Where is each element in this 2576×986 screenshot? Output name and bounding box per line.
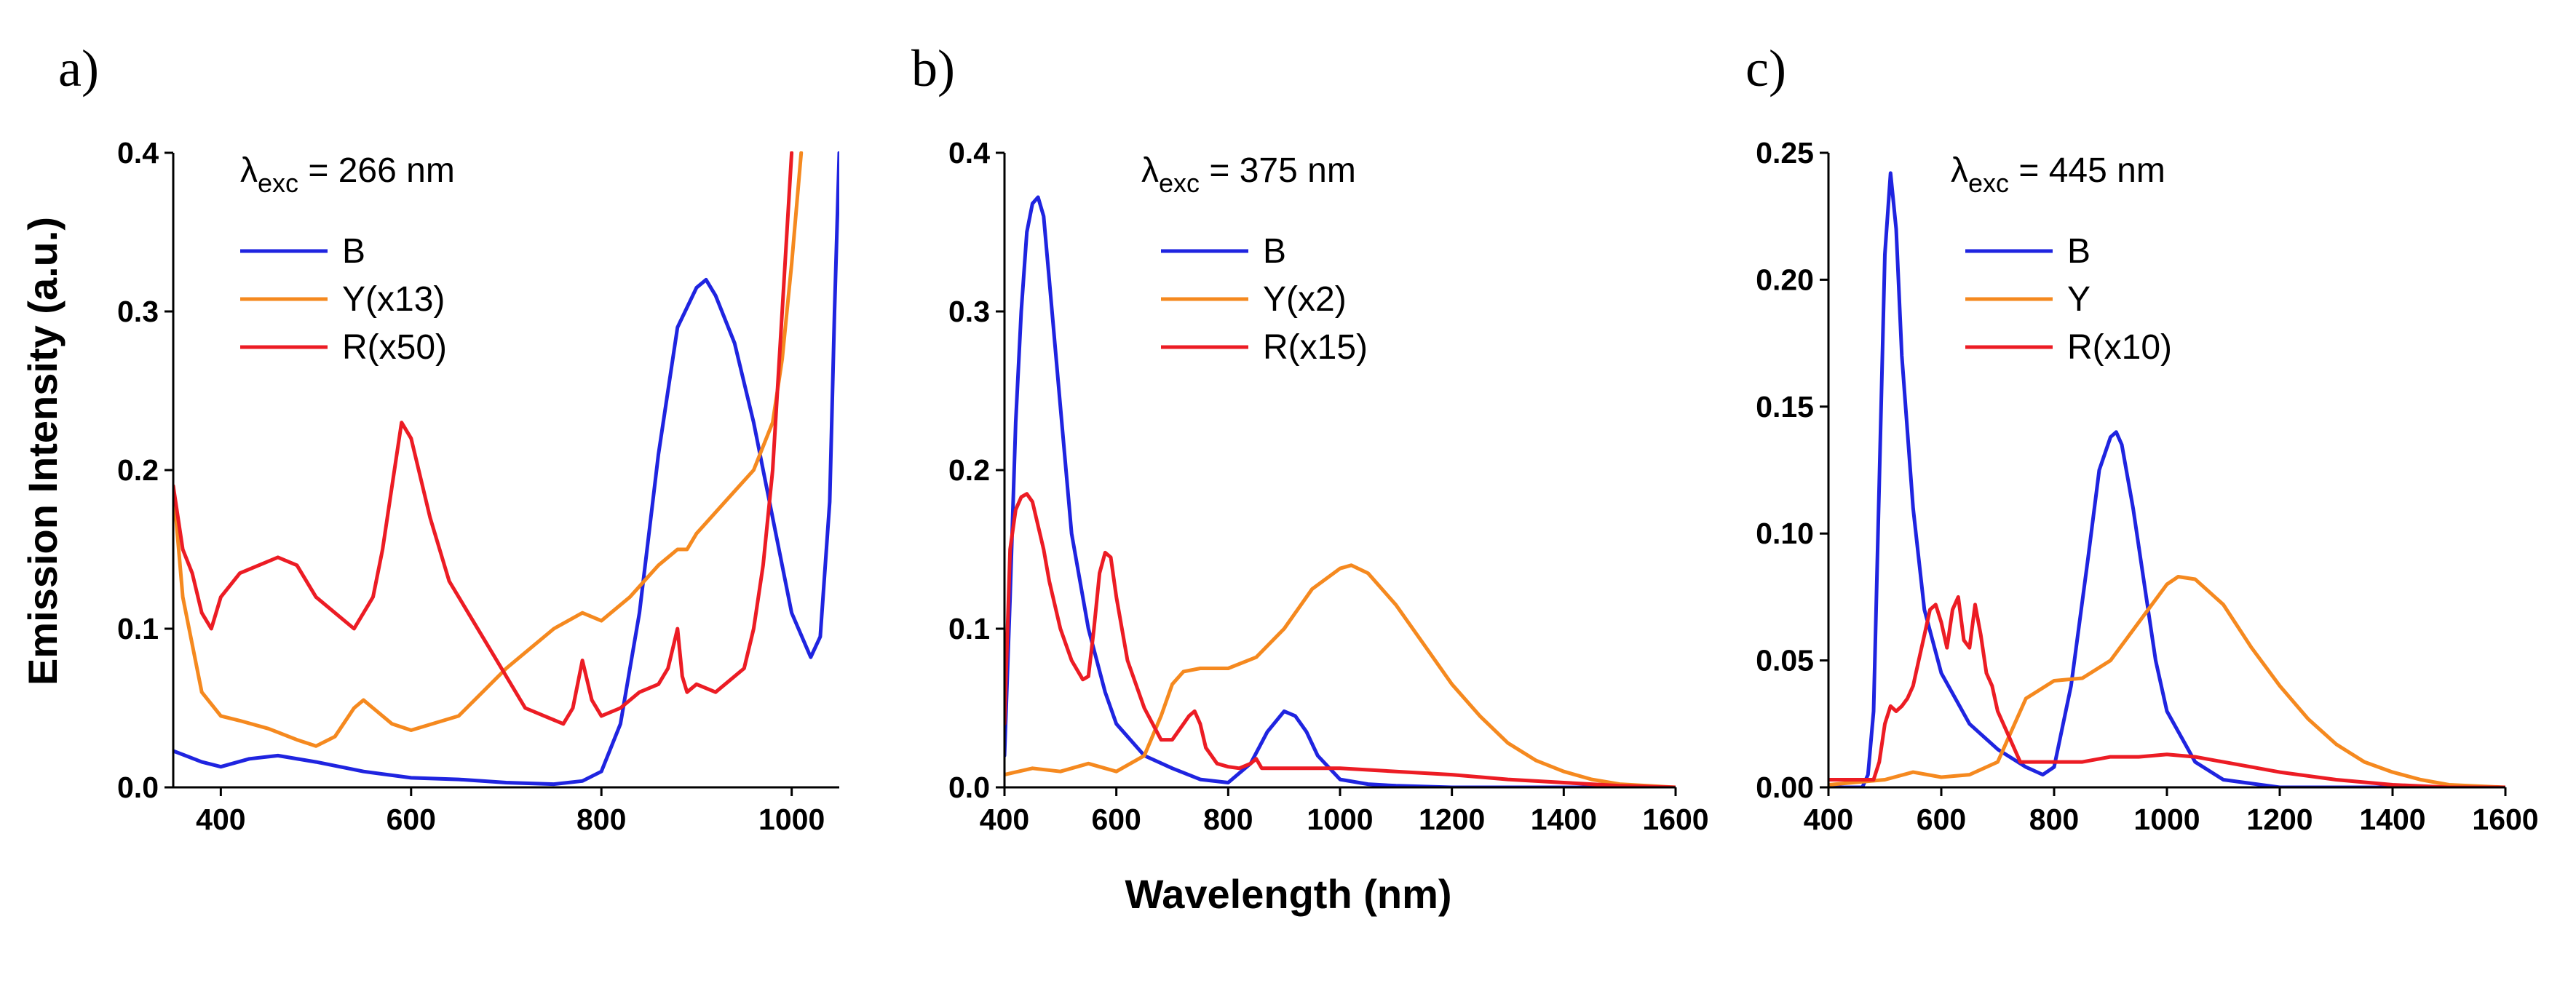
y-tick-label: 0.0 <box>948 771 990 804</box>
lambda-symbol: λ <box>240 151 258 190</box>
excitation-subscript: exc <box>1968 168 2009 198</box>
lambda-symbol: λ <box>1141 151 1159 190</box>
panel-letter: b) <box>911 39 955 98</box>
y-tick-label: 0.25 <box>1756 136 1814 170</box>
series-line-Y <box>173 151 804 748</box>
y-tick-label: 0.3 <box>117 295 159 328</box>
y-tick-label: 0.4 <box>117 136 159 170</box>
legend-label: R(x50) <box>342 328 447 367</box>
panel-a: a) 400 600 800 1000 0.0 0.1 0.2 0.3 0.4 λexc = 266… <box>58 39 839 836</box>
x-tick-label: 800 <box>2029 803 2079 836</box>
legend-label: R(x15) <box>1263 328 1368 367</box>
panel-c: c) 400 600 800 1000 1200 1400 1600 0.00 0.05 0.10 0… <box>1745 39 2539 836</box>
y-tick-label: 0.2 <box>117 453 159 487</box>
legend-label: R(x10) <box>2067 328 2172 367</box>
y-tick-label: 0.00 <box>1756 771 1814 804</box>
excitation-value: = 266 nm <box>298 151 455 190</box>
panel-b: b) 400 600 800 1000 1200 1400 1600 0.0 0.1 0.2 0.3 0… <box>911 39 1709 836</box>
y-tick-label: 0.1 <box>948 612 990 645</box>
excitation-value: = 375 nm <box>1200 151 1356 190</box>
x-tick-label: 800 <box>576 803 626 836</box>
x-axis-title: Wavelength (nm) <box>1125 871 1451 917</box>
series-line-R <box>1004 492 1676 787</box>
lambda-symbol: λ <box>1951 151 1968 190</box>
x-tick-label: 1400 <box>1531 803 1597 836</box>
excitation-label: λexc = 445 nm <box>1951 151 2165 198</box>
legend-label: Y(x13) <box>342 280 445 319</box>
x-tick-label: 1400 <box>2359 803 2425 836</box>
y-tick-label: 0.0 <box>117 771 159 804</box>
series-line-Y <box>1004 563 1676 787</box>
legend-label: B <box>2067 232 2090 271</box>
panel-letter: a) <box>58 39 99 98</box>
x-tick-label: 1000 <box>758 803 825 836</box>
excitation-subscript: exc <box>1159 168 1200 198</box>
x-tick-label: 1200 <box>1419 803 1485 836</box>
y-tick-label: 0.20 <box>1756 263 1814 296</box>
excitation-label: λexc = 375 nm <box>1141 151 1356 198</box>
excitation-value: = 445 nm <box>2009 151 2165 190</box>
x-tick-label: 800 <box>1203 803 1253 836</box>
x-tick-label: 400 <box>1804 803 1853 836</box>
excitation-subscript: exc <box>258 168 298 198</box>
x-tick-label: 1200 <box>2246 803 2313 836</box>
series-line-R <box>173 151 794 726</box>
y-tick-label: 0.3 <box>948 295 990 328</box>
x-tick-label: 600 <box>387 803 436 836</box>
excitation-label: λexc = 266 nm <box>240 151 455 198</box>
panel-letter: c) <box>1745 39 1786 98</box>
x-tick-label: 1000 <box>2133 803 2200 836</box>
x-tick-label: 600 <box>1091 803 1141 836</box>
y-tick-label: 0.15 <box>1756 390 1814 424</box>
y-tick-label: 0.05 <box>1756 644 1814 677</box>
y-tick-label: 0.10 <box>1756 517 1814 550</box>
legend-label: Y <box>2067 280 2090 319</box>
series-line-B <box>1828 171 2505 787</box>
y-axis-title: Emission Intensity (a.u.) <box>20 217 66 685</box>
series-line-B <box>173 151 839 787</box>
y-tick-label: 0.2 <box>948 453 990 487</box>
x-tick-label: 1000 <box>1307 803 1373 836</box>
y-tick-label: 0.1 <box>117 612 159 645</box>
series-line-B <box>1004 195 1676 787</box>
x-tick-label: 400 <box>980 803 1029 836</box>
x-tick-label: 600 <box>1917 803 1966 836</box>
legend-label: B <box>342 232 365 271</box>
x-tick-label: 400 <box>196 803 245 836</box>
legend-label: B <box>1263 232 1286 271</box>
legend-label: Y(x2) <box>1263 280 1347 319</box>
x-tick-label: 1600 <box>2472 803 2538 836</box>
x-tick-label: 1600 <box>1642 803 1708 836</box>
series-line-Y <box>1828 575 2505 787</box>
y-tick-label: 0.4 <box>948 136 990 170</box>
series-line-R <box>1828 595 2505 787</box>
